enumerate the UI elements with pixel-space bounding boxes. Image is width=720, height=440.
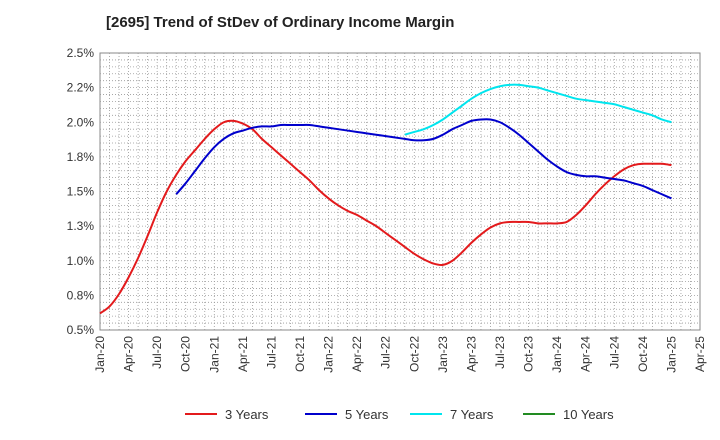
series-line-3-years	[99, 119, 672, 315]
y-tick-label: 1.5%	[67, 185, 95, 199]
y-tick-label: 0.8%	[67, 288, 95, 302]
y-tick-label: 2.5%	[67, 46, 95, 60]
x-tick-label: Oct-20	[179, 336, 193, 372]
x-tick-label: Oct-21	[293, 336, 307, 372]
x-tick-label: Jan-23	[436, 336, 450, 373]
legend-label-5-years: 5 Years	[345, 407, 389, 422]
y-tick-label: 0.5%	[67, 323, 95, 337]
legend-label-7-years: 7 Years	[450, 407, 494, 422]
x-tick-label: Jan-22	[322, 336, 336, 373]
x-tick-label: Jul-23	[493, 336, 507, 369]
x-tick-label: Apr-20	[122, 336, 136, 372]
x-tick-label: Apr-24	[579, 336, 593, 372]
axes: 0.5% 0.8% 1.0% 1.3% 1.5% 1.8% 2.0% 2.2% 2.5% Jan-…	[67, 46, 707, 373]
x-tick-label: Apr-25	[693, 336, 707, 372]
x-tick-label: Oct-22	[407, 336, 421, 372]
x-tick-label: Jul-21	[264, 336, 278, 369]
x-tick-label: Oct-24	[636, 336, 650, 372]
series-line-5-years	[175, 118, 672, 200]
x-tick-label: Jul-24	[607, 336, 621, 369]
series-lines	[99, 83, 672, 315]
x-tick-label: Apr-22	[350, 336, 364, 372]
legend-label-3-years: 3 Years	[225, 407, 269, 422]
x-tick-label: Apr-23	[464, 336, 478, 372]
x-tick-label: Jul-20	[150, 336, 164, 369]
x-tick-label: Oct-23	[522, 336, 536, 372]
x-tick-label: Jan-21	[207, 336, 221, 373]
x-tick-label: Apr-21	[236, 336, 250, 372]
y-tick-label: 2.0%	[67, 115, 95, 129]
legend-label-10-years: 10 Years	[563, 407, 614, 422]
y-tick-label: 2.2%	[67, 81, 95, 95]
y-tick-label: 1.0%	[67, 254, 95, 268]
legend: 3 Years 5 Years 7 Years 10 Years	[185, 407, 614, 422]
x-tick-label: Jan-25	[664, 336, 678, 373]
chart-title: [2695] Trend of StDev of Ordinary Income…	[106, 14, 455, 31]
x-tick-label: Jan-24	[550, 336, 564, 373]
x-tick-label: Jul-22	[379, 336, 393, 369]
series-line-7-years	[404, 83, 672, 136]
x-tick-label: Jan-20	[93, 336, 107, 373]
y-tick-label: 1.8%	[67, 150, 95, 164]
y-tick-label: 1.3%	[67, 219, 95, 233]
grid-lines	[99, 52, 701, 331]
